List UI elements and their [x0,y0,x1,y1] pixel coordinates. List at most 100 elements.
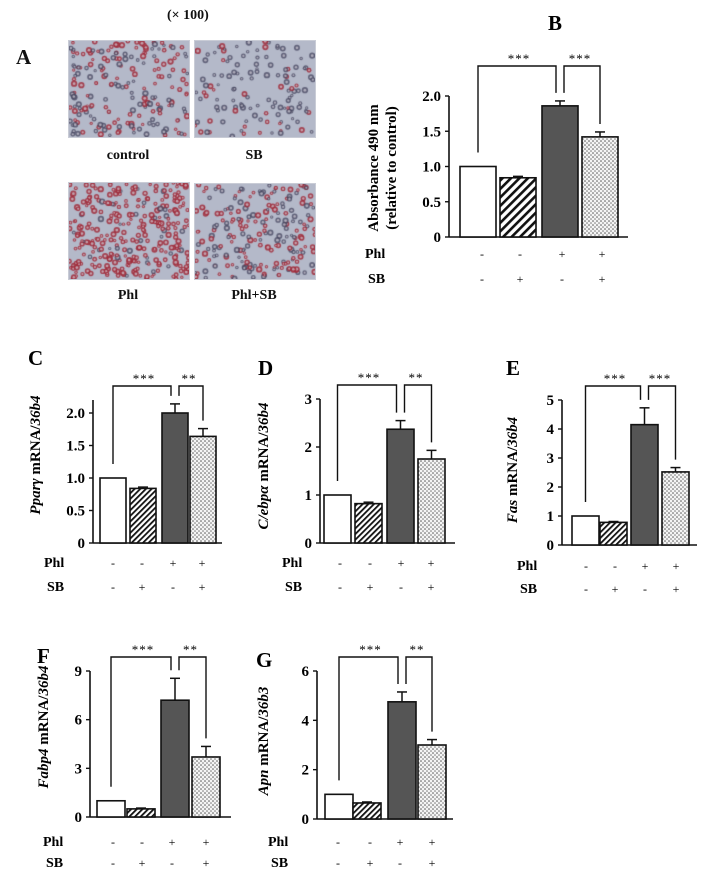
significance-bracket [336,384,398,481]
bar-control [324,793,354,820]
treatment-sign: + [642,559,649,573]
y-axis-label: Apn mRNA/36b3 [256,686,272,796]
y-tick-label: 1.0 [66,471,85,487]
y-tick-label: 0 [434,230,442,246]
treatment-sign: - [111,856,115,870]
treatment-label-phl: Phl [365,247,385,262]
micrograph-sb [194,40,316,138]
y-tick-label: 2.0 [66,406,85,422]
treatment-sign: - [560,272,564,286]
significance-bracket [178,656,207,739]
treatment-sign: + [139,856,146,870]
y-tick-label: 3 [75,761,83,777]
y-tick-label: 0 [305,536,313,552]
treatment-sign: - [111,556,115,570]
treatment-sign: - [398,856,402,870]
panel-letter: F [37,644,50,668]
treatment-sign: + [599,247,606,261]
bar-phl [387,701,417,820]
bar-phl [161,412,189,544]
significance-label: *** [133,371,156,386]
micrograph-label-control: control [106,148,150,163]
treatment-label-sb: SB [271,856,288,871]
panel-letter: E [506,356,520,380]
treatment-sign: - [368,556,372,570]
bar-phl-sb [581,136,619,238]
panel-letter: B [548,11,562,35]
bar-sb [129,487,157,544]
micrograph-label-phl-sb: Phl+SB [231,288,277,303]
treatment-sign: - [140,835,144,849]
treatment-sign: - [518,247,522,261]
significance-bracket [563,65,601,124]
significance-label: ** [183,642,198,657]
treatment-sign: + [199,556,206,570]
treatment-sign: + [612,582,619,596]
treatment-sign: + [398,556,405,570]
treatment-sign: + [429,856,436,870]
bar-phl [630,423,659,546]
y-tick-label: 1.5 [66,439,85,455]
treatment-sign: - [338,580,342,594]
y-tick-label: 0 [302,812,310,828]
treatment-sign: + [559,247,566,261]
bar-control [99,477,127,544]
y-axis-label: Fabp4 mRNA/36b4 [36,665,52,789]
significance-bracket [112,385,172,464]
bar-control [571,515,600,546]
y-tick-label: 1 [547,509,555,525]
treatment-sign: + [203,856,210,870]
treatment-sign: - [336,835,340,849]
y-tick-label: 2 [302,763,310,779]
chart-panel-b: B 0 0.5 1.0 1.5 2.0 *** *** Absorbance 490 nm (re… [365,11,628,287]
treatment-sign: - [613,559,617,573]
significance-bracket [178,385,204,421]
magnification-label: (× 100) [167,8,209,23]
treatment-label-phl: Phl [282,556,302,571]
treatment-sign: - [480,247,484,261]
treatment-sign: - [336,856,340,870]
significance-bracket [110,656,172,787]
y-tick-label: 1.0 [422,160,441,176]
panel-letter: C [28,346,43,370]
bar-phl [160,699,190,818]
bar-control [96,799,126,818]
y-axis-label: Fas mRNA/36b4 [505,416,521,524]
y-axis-label: Absorbance 490 nm [366,104,382,232]
bar-phl-sb [417,744,447,820]
y-tick-label: 4 [547,422,555,438]
treatment-sign: - [170,856,174,870]
chart-panel-e: E 0 1 2 3 4 5 *** *** Fas mRNA/36b4 Phl SB - - + + - + - + [505,356,697,597]
treatment-sign: + [203,835,210,849]
y-tick-label: 1.5 [422,124,441,140]
panel-letter: D [258,356,273,380]
treatment-label-phl: Phl [517,559,537,574]
treatment-label-sb: SB [47,580,64,595]
treatment-sign: + [199,580,206,594]
bar-sb [499,176,537,238]
chart-panel-c: C00.51.01.52.0*** **Pparγ mRNA/36b4PhlSB-… [28,346,222,595]
y-axis-label: C/ebpα mRNA/36b4 [256,402,272,530]
treatment-sign: - [399,580,403,594]
micrograph-control [68,40,190,138]
y-tick-label: 0 [75,810,83,826]
treatment-sign: - [171,580,175,594]
bar-phl-sb [661,471,690,546]
significance-bracket [405,656,433,732]
significance-label: *** [508,51,531,66]
y-tick-label: 2 [547,480,555,496]
y-tick-label: 5 [547,393,555,409]
treatment-label-sb: SB [368,272,385,287]
treatment-sign: - [111,835,115,849]
bar-phl [386,428,415,544]
treatment-sign: - [584,559,588,573]
significance-bracket [647,385,677,460]
y-axis-label: Pparγ mRNA/36b4 [28,395,44,515]
bar-sb [352,802,382,820]
treatment-sign: - [643,582,647,596]
significance-label: *** [358,370,381,385]
significance-label: *** [359,642,382,657]
micrograph-label-phl: Phl [117,288,139,303]
